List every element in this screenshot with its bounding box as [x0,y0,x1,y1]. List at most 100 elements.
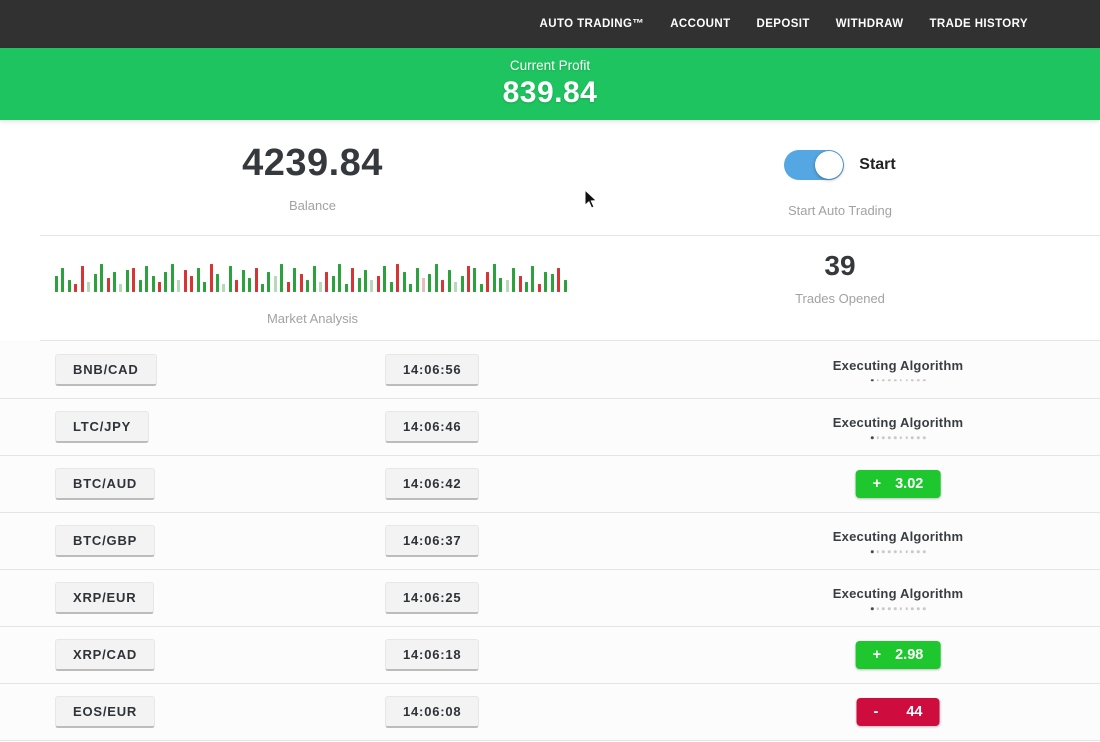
nav-item-withdraw[interactable]: WITHDRAW [835,18,904,30]
progress-dot [911,607,914,610]
market-bar [409,284,413,292]
market-bar [203,282,207,292]
loss-badge: -44 [856,698,940,726]
market-bar [235,280,239,292]
market-bar [544,272,548,292]
progress-dot [916,550,920,553]
market-bar [209,264,213,292]
market-analysis-chart [55,260,567,292]
progress-dot [922,378,926,382]
progress-dot [911,436,914,439]
market-bar [293,268,297,292]
progress-dot [870,436,874,439]
market-bar [499,278,503,292]
progress-dot [899,378,903,382]
nav-item-deposit[interactable]: DEPOSIT [756,18,810,30]
auto-trading-toggle[interactable] [784,150,845,180]
market-bar [74,284,78,292]
market-bar [396,264,400,292]
nav-item-auto-trading[interactable]: AUTO TRADING™ [539,18,645,30]
time-badge: 14:06:25 [385,582,480,614]
top-nav: AUTO TRADING™ ACCOUNT DEPOSIT WITHDRAW T… [0,0,1100,48]
progress-dots [833,436,963,439]
market-bar [415,268,419,292]
executing-algorithm-label: Executing Algorithm [832,357,964,373]
trades-opened-label: Trades Opened [795,291,885,306]
trade-status: -44 [856,698,940,726]
table-row: LTC/JPY 14:06:46 Executing Algorithm [0,398,1100,455]
trade-status: +3.02 [855,470,941,498]
market-bar [351,268,355,292]
progress-dot [870,550,874,553]
market-bar [170,264,174,292]
toggle-start-label: Start [859,156,896,173]
nav-item-account[interactable]: ACCOUNT [670,18,731,30]
market-bar [261,284,264,292]
balance-label: Balance [289,198,336,213]
market-bar [158,282,161,292]
market-bar [177,280,181,292]
progress-dot [876,607,880,610]
time-badge: 14:06:37 [385,525,480,557]
market-bar [338,264,342,292]
progress-dot [911,550,914,553]
progress-dot [888,550,891,553]
pair-badge: EOS/EUR [55,696,156,728]
progress-dot [876,436,880,439]
progress-dot [899,436,903,439]
market-bar [370,280,374,292]
market-bar [80,266,84,292]
market-bar [132,268,136,292]
progress-dot [876,550,880,553]
trade-status: Executing Algorithm [833,529,963,553]
table-row: EOS/EUR 14:06:08 -44 [0,683,1100,740]
progress-dot [899,607,903,610]
market-bar [460,276,464,292]
progress-dot [882,378,885,382]
market-bar [119,284,123,292]
market-bar [563,280,567,292]
market-bar [67,280,71,292]
market-bar [344,284,348,292]
market-bar [557,268,561,292]
time-badge: 14:06:56 [385,353,480,386]
table-row: XRP/EUR 14:06:25 Executing Algorithm [0,569,1100,626]
market-bar [402,272,406,292]
current-profit-banner: Current Profit 839.84 [0,48,1100,120]
progress-dot [916,378,920,382]
progress-dot [870,607,874,610]
market-bar [306,280,310,292]
market-bar [434,264,438,292]
market-bar [280,264,284,292]
nav-item-trade-history[interactable]: TRADE HISTORY [929,18,1028,30]
progress-dot [882,550,885,553]
pair-badge: BTC/GBP [55,525,156,557]
auto-trading-block: Start Start Auto Trading [620,150,1060,218]
balance-value: 4239.84 [242,142,383,184]
market-bar [138,280,142,292]
market-bar [87,282,91,292]
progress-dot [888,607,891,610]
trade-status: +2.98 [855,641,941,669]
market-bar [454,282,458,292]
profit-badge: +2.98 [855,641,941,669]
market-bar [106,278,110,292]
market-bar [93,274,97,292]
market-bar [228,266,232,292]
market-bar [421,278,425,292]
progress-dot [916,436,920,439]
executing-algorithm-label: Executing Algorithm [832,415,964,431]
progress-dot [876,378,880,382]
progress-dot [911,378,914,382]
toggle-knob [815,151,844,179]
time-badge: 14:06:18 [385,639,480,671]
market-bar [241,270,245,292]
current-profit-value: 839.84 [502,76,598,109]
market-bar [550,274,554,292]
pair-badge: LTC/JPY [55,411,150,443]
market-bar [331,276,335,292]
market-bar [492,264,496,292]
market-bar [299,274,303,292]
progress-dot [905,607,908,610]
